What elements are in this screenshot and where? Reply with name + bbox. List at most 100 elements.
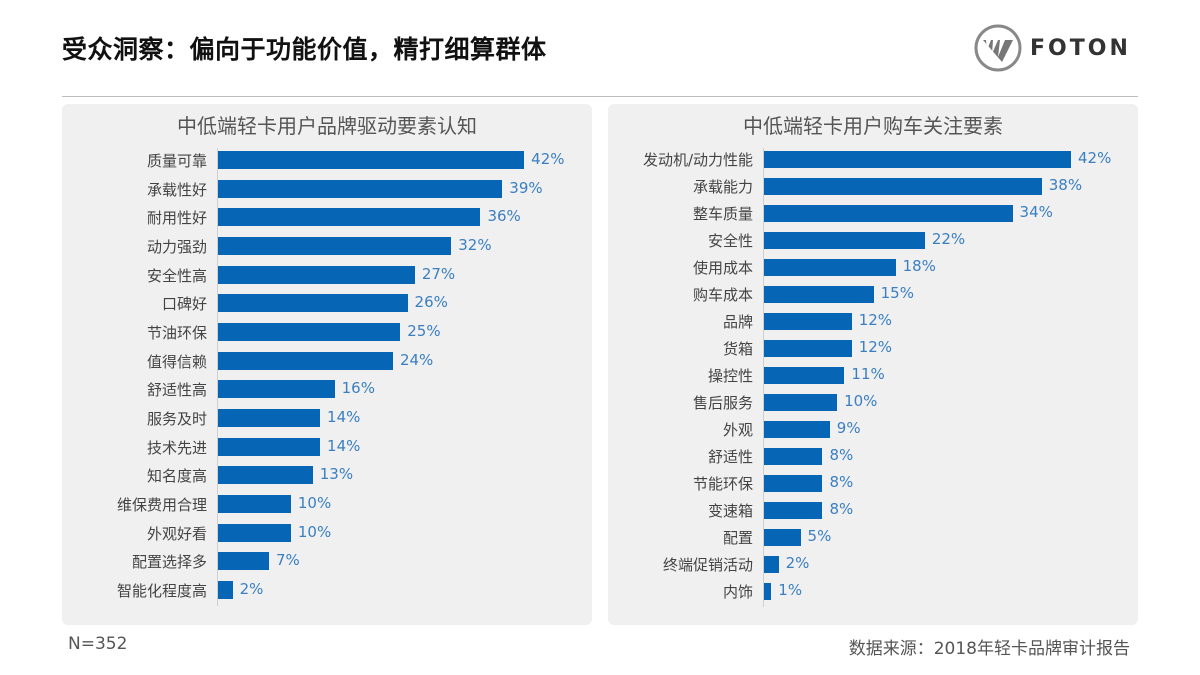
- value-label: 39%: [509, 178, 543, 197]
- category-label: 外观: [722, 421, 753, 439]
- bar: [218, 294, 408, 313]
- bar: [764, 393, 838, 411]
- value-label: 2%: [785, 554, 810, 572]
- bar: [764, 420, 830, 438]
- category-label: 终端促销活动: [662, 556, 753, 574]
- value-label: 14%: [327, 408, 361, 427]
- bar: [764, 312, 852, 330]
- value-label: 12%: [858, 311, 893, 329]
- category-label: 使用成本: [692, 259, 753, 277]
- bar: [764, 501, 823, 519]
- category-label: 整车质量: [692, 205, 753, 223]
- bar: [764, 339, 852, 357]
- brand-drivers-chart: 中低端轻卡用户品牌驱动要素认知 质量可靠 42% 承载性好 39% 耐用性好 36% 动力强…: [62, 104, 592, 625]
- bar: [218, 495, 291, 514]
- value-label: 42%: [1078, 149, 1112, 167]
- bar: [764, 582, 772, 600]
- category-label: 舒适性高: [146, 381, 207, 400]
- value-label: 25%: [407, 322, 441, 341]
- category-label: 值得信赖: [146, 352, 207, 371]
- value-label: 27%: [421, 264, 456, 283]
- bar: [218, 323, 401, 342]
- category-label: 操控性: [707, 367, 753, 385]
- bar: [764, 528, 801, 546]
- value-label: 1%: [778, 581, 803, 599]
- bar: [218, 208, 481, 227]
- category-label: 服务及时: [146, 410, 207, 429]
- value-label: 18%: [902, 257, 936, 275]
- value-label: 7%: [276, 551, 300, 570]
- value-label: 14%: [327, 436, 361, 455]
- value-label: 5%: [807, 527, 832, 545]
- category-label: 舒适性: [707, 448, 753, 466]
- value-label: 13%: [319, 465, 354, 484]
- value-label: 26%: [414, 293, 448, 312]
- category-label: 技术先进: [146, 438, 207, 457]
- value-label: 16%: [341, 379, 375, 398]
- category-label: 耐用性好: [146, 209, 207, 228]
- category-label: 维保费用合理: [116, 496, 207, 515]
- purchase-factors-chart: 中低端轻卡用户购车关注要素 发动机/动力性能 42% 承载能力 38% 整车质量 34% 安…: [608, 104, 1138, 625]
- category-label: 购车成本: [692, 286, 753, 304]
- bar: [764, 258, 896, 276]
- bar: [218, 466, 313, 485]
- value-label: 22%: [931, 230, 966, 248]
- value-label: 10%: [297, 494, 332, 513]
- category-label: 售后服务: [692, 394, 753, 412]
- bar: [218, 237, 452, 255]
- value-label: 34%: [1019, 203, 1053, 221]
- category-label: 品牌: [722, 313, 753, 331]
- foton-logo: FOTON: [974, 24, 1131, 72]
- value-label: 38%: [1048, 176, 1083, 194]
- category-label: 节能环保: [692, 475, 753, 493]
- header-divider: [62, 96, 1138, 97]
- bar: [218, 437, 321, 456]
- bar: [764, 447, 823, 465]
- bar: [218, 380, 335, 399]
- category-label: 外观好看: [146, 524, 207, 543]
- logo-text: FOTON: [1030, 35, 1131, 61]
- category-label: 安全性高: [146, 266, 207, 285]
- value-label: 42%: [531, 150, 565, 168]
- bar: [218, 523, 291, 542]
- bar: [218, 409, 321, 428]
- category-label: 货箱: [722, 340, 753, 358]
- value-label: 12%: [858, 338, 893, 356]
- category-label: 变速箱: [707, 502, 753, 520]
- category-label: 安全性: [707, 232, 753, 250]
- value-label: 8%: [829, 500, 854, 518]
- bar: [764, 474, 823, 492]
- category-label: 质量可靠: [146, 152, 207, 170]
- bar: [218, 179, 503, 198]
- value-label: 24%: [399, 350, 434, 369]
- y-axis-line: [763, 147, 764, 607]
- bar: [764, 150, 1072, 168]
- bar: [764, 285, 874, 303]
- bar: [218, 552, 270, 571]
- data-source: 数据来源：2018年轻卡品牌审计报告: [848, 639, 1130, 659]
- y-axis-line: [217, 147, 218, 607]
- category-label: 承载能力: [692, 178, 753, 196]
- category-label: 承载性好: [146, 180, 207, 199]
- category-label: 智能化程度高: [116, 582, 207, 601]
- category-label: 动力强劲: [146, 238, 207, 256]
- category-label: 口碑好: [161, 295, 207, 314]
- value-label: 10%: [844, 392, 878, 410]
- value-label: 32%: [458, 236, 492, 254]
- bar: [764, 177, 1042, 195]
- bar: [764, 555, 779, 573]
- value-label: 10%: [297, 522, 332, 541]
- category-label: 配置选择多: [131, 553, 207, 572]
- value-label: 11%: [851, 365, 885, 383]
- value-label: 2%: [239, 580, 264, 599]
- chart-title: 中低端轻卡用户品牌驱动要素认知: [177, 114, 477, 138]
- value-label: 8%: [829, 446, 854, 464]
- category-label: 内饰: [722, 583, 753, 601]
- value-label: 8%: [829, 473, 854, 491]
- sample-size: N=352: [68, 634, 128, 654]
- value-label: 15%: [880, 284, 914, 302]
- bar: [764, 204, 1013, 222]
- category-label: 配置: [722, 529, 753, 547]
- category-label: 节油环保: [146, 324, 207, 343]
- bar: [218, 351, 393, 370]
